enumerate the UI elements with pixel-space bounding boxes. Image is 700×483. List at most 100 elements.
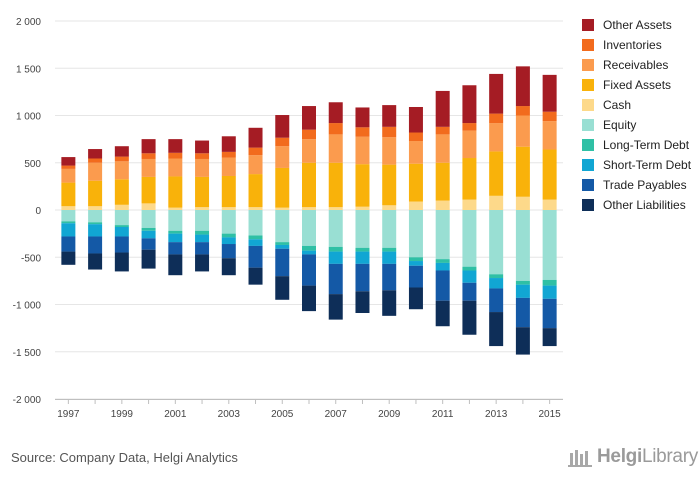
- bar-segment-cash: [489, 195, 504, 210]
- x-tick-label: 2009: [378, 409, 401, 420]
- bar-segment-other-liabilities: [462, 300, 477, 335]
- bar-segment-other-liabilities: [88, 253, 103, 270]
- bar-segment-cash: [328, 207, 343, 210]
- bar-segment-other-assets: [302, 106, 316, 130]
- bar-segment-trade-payables: [168, 242, 183, 255]
- legend-swatch: [582, 59, 594, 71]
- legend-label: Other Liabilities: [603, 198, 686, 212]
- bar-segment-other-assets: [141, 139, 156, 154]
- bar-segment-equity: [408, 210, 423, 258]
- chart-legend: Other Assets Inventories Receivables Fix…: [582, 15, 691, 215]
- bar-segment-other-assets: [489, 73, 504, 114]
- bar-segment-trade-payables: [462, 282, 477, 301]
- bar-segment-short-term-debt: [141, 230, 156, 239]
- bar-segment-short-term-debt: [221, 237, 236, 245]
- legend-item-equity[interactable]: Equity: [582, 115, 691, 135]
- bar-segment-long-term-debt: [542, 279, 557, 286]
- legend-label: Trade Payables: [603, 178, 687, 192]
- bar-segment-receivables: [141, 158, 156, 177]
- bar-segment-trade-payables: [328, 263, 343, 295]
- x-tick-label: 2007: [325, 409, 348, 420]
- bar-segment-long-term-debt: [195, 230, 210, 235]
- bar-segment-trade-payables: [141, 238, 156, 250]
- bar-segment-other-assets: [542, 74, 557, 112]
- y-tick-label: 1 000: [16, 112, 41, 123]
- bar-segment-cash: [248, 207, 263, 210]
- bar-segment-fixed-assets: [275, 167, 290, 208]
- bar-segment-long-term-debt: [462, 266, 477, 271]
- legend-item-long-term-debt[interactable]: Long-Term Debt: [582, 135, 691, 155]
- bar-segment-inventories: [489, 113, 504, 124]
- bar-segment-short-term-debt: [382, 251, 397, 264]
- legend-item-inventories[interactable]: Inventories: [582, 35, 691, 55]
- bar-segment-inventories: [355, 127, 370, 137]
- bar-segment-other-liabilities: [382, 290, 397, 316]
- bar-segment-other-assets: [88, 149, 103, 159]
- bar-segment-other-liabilities: [248, 267, 263, 285]
- bar-segment-other-assets: [275, 115, 290, 138]
- bar-segment-trade-payables: [221, 244, 236, 259]
- bar-segment-receivables: [168, 158, 183, 177]
- legend-swatch: [582, 39, 594, 51]
- bar-segment-fixed-assets: [114, 179, 129, 205]
- bar-segment-fixed-assets: [88, 180, 103, 207]
- bar-segment-other-assets: [61, 157, 76, 166]
- bar-segment-cash: [462, 199, 477, 210]
- bar-segment-short-term-debt: [88, 224, 103, 237]
- bar-segment-other-liabilities: [489, 312, 504, 347]
- bar-segment-receivables: [382, 137, 397, 165]
- bar-segment-equity: [542, 210, 557, 280]
- bar-segment-short-term-debt: [168, 233, 183, 243]
- y-tick-label: 500: [24, 159, 41, 170]
- bar-segment-trade-payables: [275, 248, 290, 277]
- brand-bold: Helgi: [597, 446, 642, 467]
- bar-segment-trade-payables: [248, 245, 263, 268]
- bar-segment-cash: [61, 206, 76, 210]
- bar-segment-other-assets: [515, 66, 530, 107]
- bar-segment-short-term-debt: [462, 270, 477, 283]
- bar-segment-fixed-assets: [515, 146, 530, 197]
- bar-segment-trade-payables: [114, 236, 129, 253]
- bar-segment-fixed-assets: [168, 176, 183, 208]
- bar-segment-other-assets: [328, 102, 343, 124]
- bar-segment-equity: [462, 210, 477, 267]
- bar-segment-long-term-debt: [302, 245, 316, 251]
- bar-segment-other-assets: [195, 140, 210, 154]
- bar-segment-receivables: [408, 141, 423, 164]
- bar-segment-other-liabilities: [542, 328, 557, 347]
- legend-item-other-assets[interactable]: Other Assets: [582, 15, 691, 35]
- legend-item-cash[interactable]: Cash: [582, 95, 691, 115]
- bar-segment-long-term-debt: [141, 227, 156, 231]
- legend-label: Receivables: [603, 58, 669, 72]
- bar-segment-other-assets: [435, 90, 450, 127]
- bar-segment-trade-payables: [489, 288, 504, 313]
- bar-segment-cash: [435, 200, 450, 210]
- bar-segment-cash: [382, 205, 397, 210]
- y-tick-label: 2 000: [16, 17, 41, 28]
- bar-segment-fixed-assets: [302, 162, 316, 208]
- bar-segment-other-liabilities: [355, 291, 370, 314]
- legend-item-trade-payables[interactable]: Trade Payables: [582, 175, 691, 195]
- legend-swatch: [582, 19, 594, 31]
- bar-segment-receivables: [275, 146, 290, 168]
- bar-segment-long-term-debt: [168, 230, 183, 234]
- bar-segment-inventories: [382, 126, 397, 138]
- bar-segment-inventories: [88, 158, 103, 163]
- legend-item-short-term-debt[interactable]: Short-Term Debt: [582, 155, 691, 175]
- bar-segment-receivables: [355, 136, 370, 165]
- legend-item-other-liabilities[interactable]: Other Liabilities: [582, 195, 691, 215]
- bar-segment-cash: [195, 207, 210, 210]
- bar-segment-short-term-debt: [328, 251, 343, 264]
- bar-segment-short-term-debt: [542, 285, 557, 299]
- legend-item-fixed-assets[interactable]: Fixed Assets: [582, 75, 691, 95]
- legend-item-receivables[interactable]: Receivables: [582, 55, 691, 75]
- helgi-library-logo[interactable]: HelgiLibrary: [568, 446, 698, 468]
- bar-segment-other-assets: [168, 139, 183, 153]
- bar-segment-fixed-assets: [542, 149, 557, 200]
- y-tick-label: 0: [35, 206, 41, 217]
- bar-segment-other-assets: [248, 127, 263, 148]
- bar-segment-other-liabilities: [275, 276, 290, 300]
- bar-segment-receivables: [248, 155, 263, 175]
- legend-swatch: [582, 159, 594, 171]
- bar-segment-receivables: [542, 121, 557, 150]
